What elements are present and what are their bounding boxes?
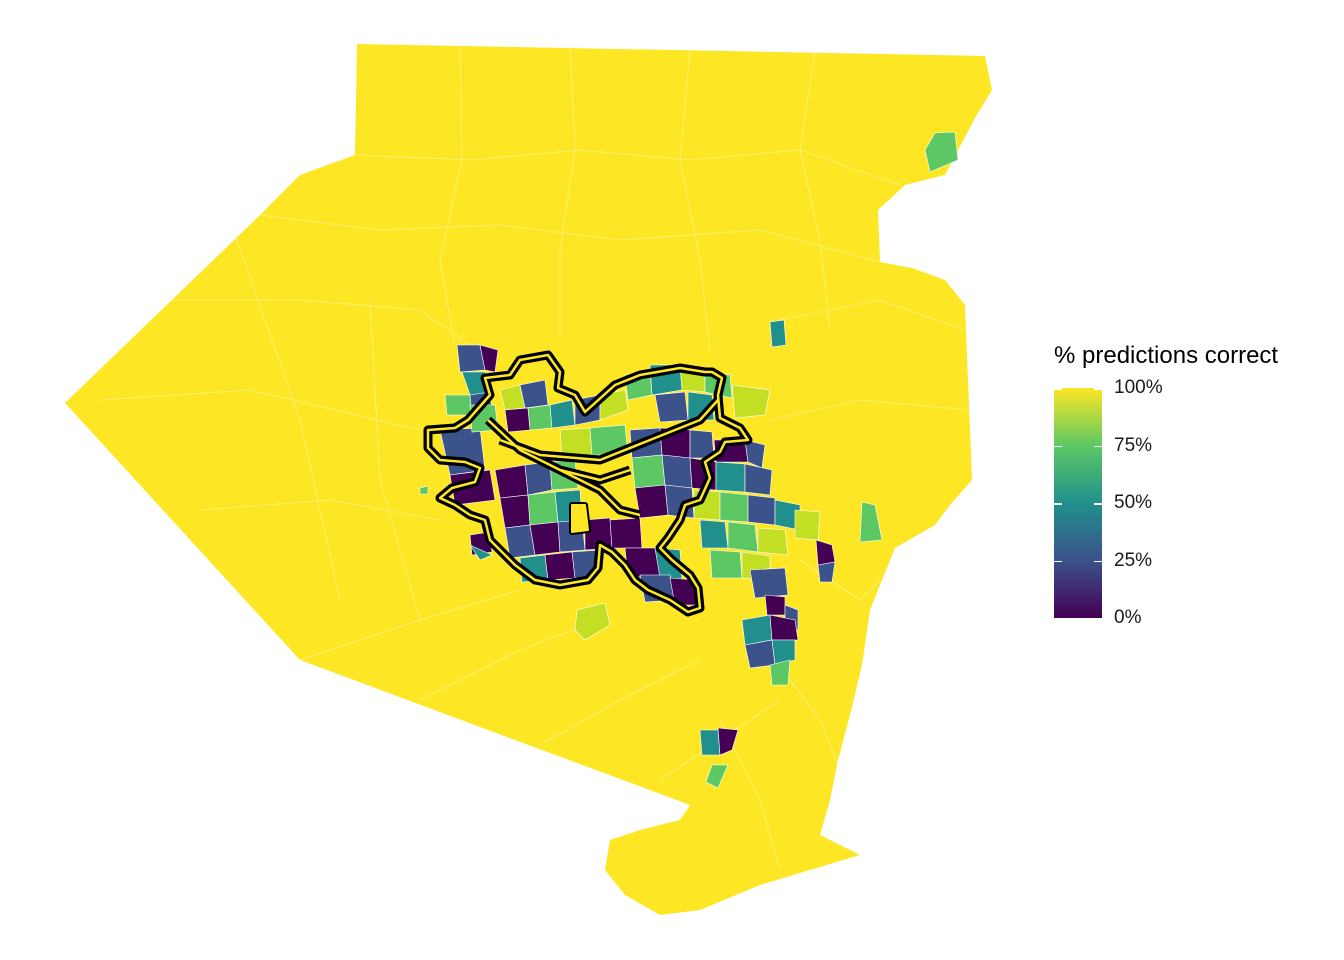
- legend-tick-mark: [1094, 503, 1102, 505]
- city-boundary-outline: [423, 350, 753, 617]
- legend-tick-mark: [1054, 388, 1062, 390]
- tract-polygons: [419, 131, 959, 789]
- legend-tick-mark: [1054, 503, 1062, 505]
- legend-tick-label: 50%: [1114, 492, 1153, 513]
- legend-tick-mark: [1054, 560, 1062, 562]
- legend-tick-mark: [1094, 445, 1102, 447]
- municipal-boundaries: [99, 44, 971, 871]
- legend-tick-mark: [1094, 618, 1102, 620]
- legend-title: % predictions correct: [1054, 342, 1279, 369]
- legend-tick-label: 25%: [1114, 549, 1153, 571]
- legend-tick-mark: [1094, 560, 1102, 562]
- legend-tick-mark: [1094, 388, 1102, 390]
- legend-tick-label: 75%: [1114, 434, 1153, 456]
- legend-tick-mark: [1054, 445, 1062, 447]
- legend-tick-label: 100%: [1114, 377, 1163, 398]
- legend-tick-label: 0%: [1114, 607, 1142, 628]
- legend-tick-mark: [1054, 618, 1062, 620]
